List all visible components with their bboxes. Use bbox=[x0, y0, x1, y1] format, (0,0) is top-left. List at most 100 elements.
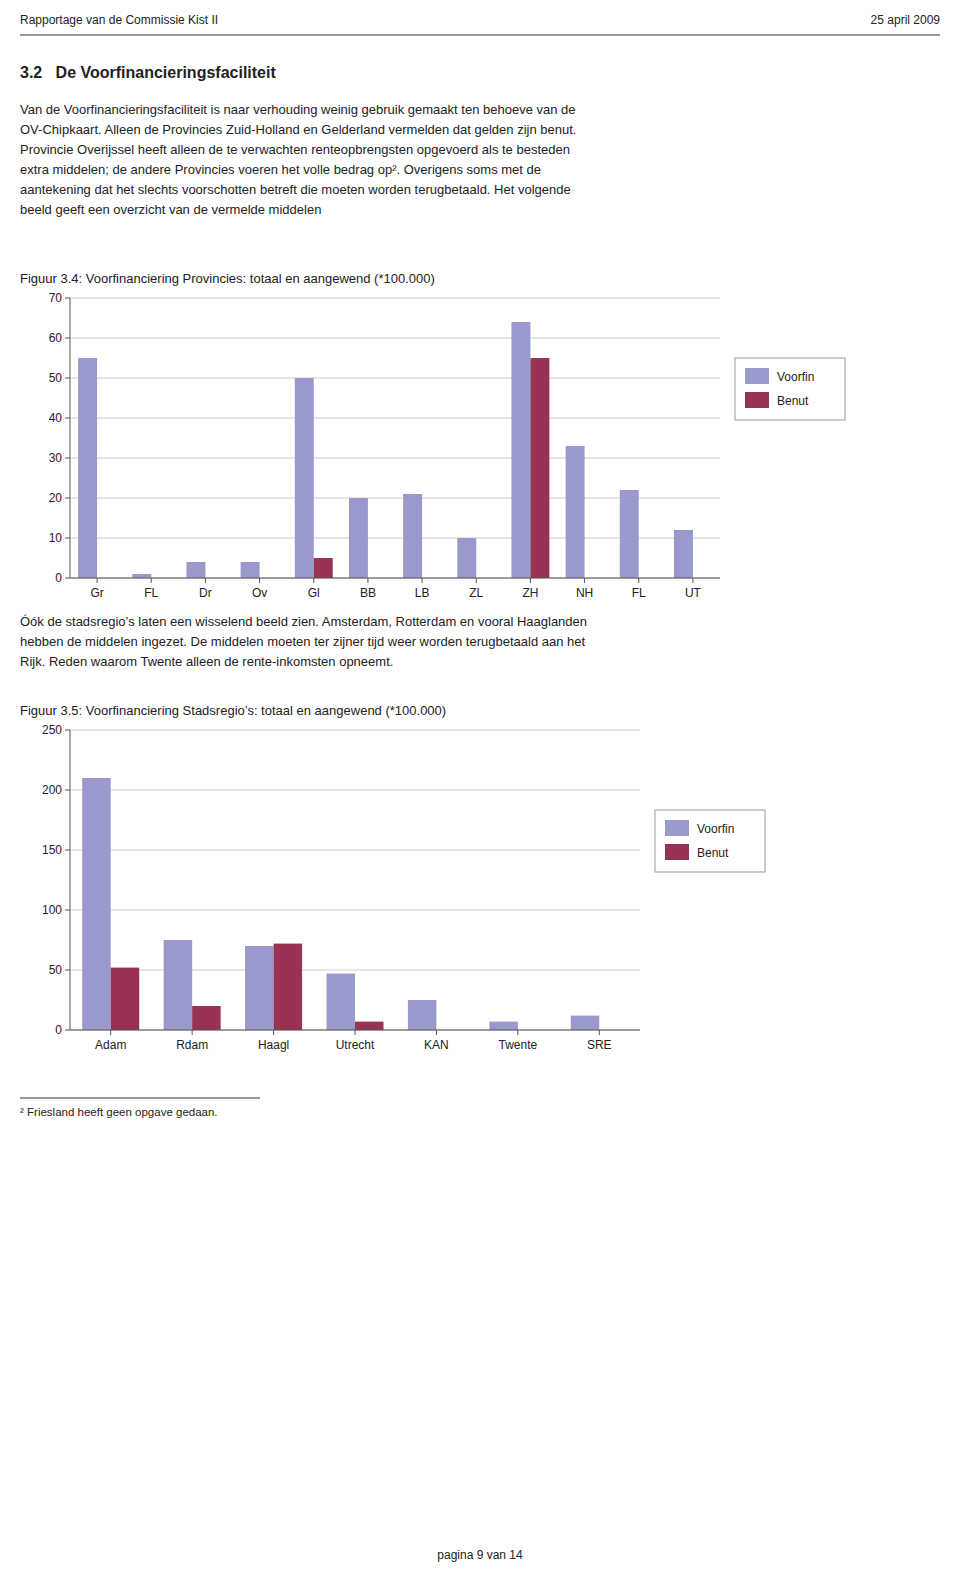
paragraph-line: hebben de middelen ingezet. De middelen … bbox=[20, 634, 586, 649]
bars bbox=[82, 778, 599, 1030]
x-tick bbox=[367, 578, 368, 583]
legend-label: Benut bbox=[697, 846, 729, 860]
paragraph-line: Óók de stadsregio’s laten een wisselend … bbox=[20, 614, 587, 629]
footnote-rule bbox=[20, 1098, 260, 1099]
grid-line bbox=[70, 578, 720, 579]
paragraph-line: OV-Chipkaart. Alleen de Provincies Zuid-… bbox=[20, 122, 576, 137]
x-tick-label: Gl bbox=[308, 586, 320, 600]
x-tick bbox=[584, 578, 585, 583]
grid-line bbox=[70, 910, 640, 911]
y-tick-label: 30 bbox=[49, 451, 63, 465]
legend: Voorfin Benut bbox=[655, 810, 765, 872]
legend-swatch bbox=[745, 368, 769, 384]
legend-swatch bbox=[745, 392, 769, 408]
y-tick-label: 20 bbox=[49, 491, 63, 505]
grid-line bbox=[70, 378, 720, 379]
grid-line bbox=[70, 970, 640, 971]
y-tick bbox=[65, 378, 70, 379]
y-tick-label: 10 bbox=[49, 531, 63, 545]
y-tick-label: 70 bbox=[49, 291, 63, 305]
legend-swatch bbox=[665, 820, 689, 836]
legend-label: Voorfin bbox=[697, 822, 734, 836]
legend: VoorfinBenut bbox=[735, 358, 845, 420]
x-axis bbox=[70, 578, 720, 579]
bar bbox=[274, 944, 303, 1030]
bar bbox=[620, 490, 639, 578]
y-axis bbox=[70, 730, 71, 1030]
x-tick bbox=[422, 578, 423, 583]
bar bbox=[674, 530, 693, 578]
x-tick bbox=[192, 1030, 193, 1035]
x-tick bbox=[355, 1030, 356, 1035]
y-tick bbox=[65, 970, 70, 971]
x-tick-label: NH bbox=[576, 586, 593, 600]
x-tick-label: ZL bbox=[469, 586, 483, 600]
x-tick-label: ZH bbox=[522, 586, 538, 600]
bar bbox=[457, 538, 476, 578]
y-tick-label: 50 bbox=[49, 963, 63, 977]
x-tick-label: SRE bbox=[587, 1038, 612, 1052]
y-tick bbox=[65, 338, 70, 339]
legend-box bbox=[735, 358, 845, 420]
y-tick bbox=[65, 730, 70, 731]
y-tick-label: 50 bbox=[49, 371, 63, 385]
bar bbox=[314, 558, 333, 578]
grid-line bbox=[70, 298, 720, 299]
x-tick-label: UT bbox=[685, 586, 702, 600]
bar bbox=[295, 378, 314, 578]
x-tick-label: Haagl bbox=[258, 1038, 289, 1052]
paragraph-line: Van de Voorfinancieringsfaciliteit is na… bbox=[20, 102, 576, 117]
chart-title: Figuur 3.4: Voorfinanciering Provincies:… bbox=[20, 271, 435, 286]
paragraph-line: aantekening dat het slechts voorschotten… bbox=[20, 182, 571, 197]
bar-chart: Figuur 3.4: Voorfinanciering Provincies:… bbox=[20, 271, 845, 600]
x-tick bbox=[205, 578, 206, 583]
bar bbox=[241, 562, 260, 578]
x-tick bbox=[273, 1030, 274, 1035]
bar bbox=[78, 358, 97, 578]
bar bbox=[186, 562, 205, 578]
grid-line bbox=[70, 1030, 640, 1031]
x-tick-label: Dr bbox=[199, 586, 212, 600]
x-tick-label: Rdam bbox=[176, 1038, 208, 1052]
grid-line bbox=[70, 730, 640, 731]
paragraph-line: Rijk. Reden waarom Twente alleen de rent… bbox=[20, 654, 393, 669]
bar bbox=[511, 322, 530, 578]
x-tick-label: LB bbox=[415, 586, 430, 600]
bar bbox=[245, 946, 273, 1030]
x-tick-label: BB bbox=[360, 586, 376, 600]
x-tick bbox=[517, 1030, 518, 1035]
grid-line bbox=[70, 458, 720, 459]
header-right: 25 april 2009 bbox=[871, 13, 941, 27]
header-left: Rapportage van de Commissie Kist II bbox=[20, 13, 218, 27]
bar bbox=[571, 1016, 600, 1030]
x-tick bbox=[259, 578, 260, 583]
x-tick-label: Ov bbox=[252, 586, 267, 600]
x-tick bbox=[530, 578, 531, 583]
x-tick-label: Utrecht bbox=[336, 1038, 375, 1052]
bar bbox=[530, 358, 549, 578]
x-tick bbox=[151, 578, 152, 583]
y-tick-label: 150 bbox=[42, 843, 62, 857]
x-tick bbox=[97, 578, 98, 583]
y-tick bbox=[65, 578, 70, 579]
x-tick-label: Gr bbox=[90, 586, 103, 600]
x-tick bbox=[638, 578, 639, 583]
y-tick-label: 0 bbox=[55, 1023, 62, 1037]
bar bbox=[566, 446, 585, 578]
y-tick bbox=[65, 910, 70, 911]
y-tick-label: 100 bbox=[42, 903, 62, 917]
y-tick bbox=[65, 458, 70, 459]
y-tick bbox=[65, 418, 70, 419]
legend-swatch bbox=[665, 844, 689, 860]
y-tick-label: 60 bbox=[49, 331, 63, 345]
grid-line bbox=[70, 418, 720, 419]
paragraph-line: extra middelen; de andere Provincies voe… bbox=[20, 162, 541, 177]
y-tick bbox=[65, 498, 70, 499]
y-tick-label: 200 bbox=[42, 783, 62, 797]
y-tick-label: 250 bbox=[42, 723, 62, 737]
x-tick-label: Adam bbox=[95, 1038, 126, 1052]
y-tick-label: 0 bbox=[55, 571, 62, 585]
section-title: 3.2 De Voorfinancieringsfaciliteit bbox=[20, 64, 276, 81]
x-tick bbox=[599, 1030, 600, 1035]
bar bbox=[327, 974, 356, 1030]
